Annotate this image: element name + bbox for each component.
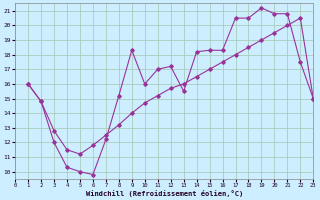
X-axis label: Windchill (Refroidissement éolien,°C): Windchill (Refroidissement éolien,°C) xyxy=(85,190,243,197)
